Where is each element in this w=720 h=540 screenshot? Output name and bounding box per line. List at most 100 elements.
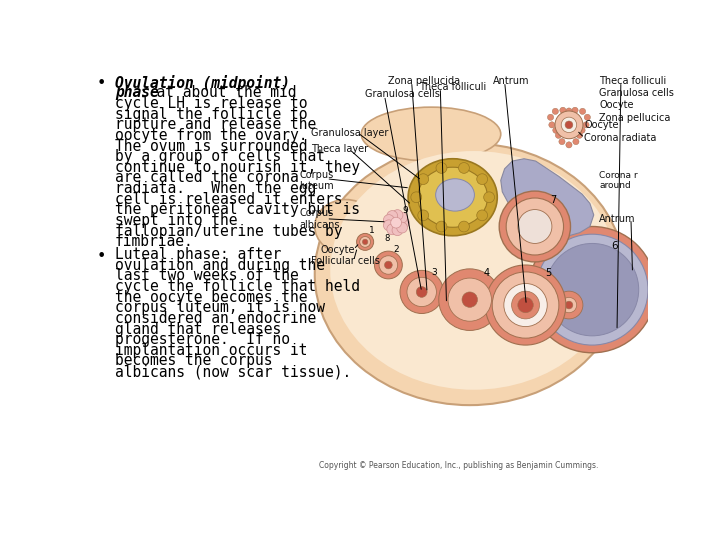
Circle shape	[448, 278, 492, 321]
Circle shape	[416, 287, 427, 298]
Circle shape	[583, 122, 589, 128]
Circle shape	[392, 225, 403, 235]
Ellipse shape	[330, 151, 617, 390]
Ellipse shape	[315, 200, 377, 253]
Text: are called the corona: are called the corona	[114, 171, 299, 185]
Text: fimbriae.: fimbriae.	[114, 234, 194, 249]
Ellipse shape	[436, 179, 474, 211]
Circle shape	[576, 132, 582, 138]
Circle shape	[436, 221, 447, 232]
Text: •: •	[97, 76, 107, 91]
Circle shape	[387, 211, 397, 221]
Circle shape	[436, 163, 447, 173]
Circle shape	[555, 132, 562, 138]
Circle shape	[484, 192, 495, 202]
Text: 1: 1	[369, 226, 374, 235]
Circle shape	[499, 191, 570, 262]
Text: continue to nourish it, they: continue to nourish it, they	[114, 160, 360, 175]
Polygon shape	[500, 159, 594, 236]
Circle shape	[477, 174, 487, 185]
Circle shape	[392, 210, 403, 220]
Circle shape	[572, 107, 578, 113]
Text: 6: 6	[611, 241, 618, 251]
Circle shape	[504, 284, 547, 327]
Text: phase: phase	[114, 85, 158, 100]
Circle shape	[580, 108, 585, 114]
Ellipse shape	[418, 167, 487, 227]
Text: •: •	[97, 249, 107, 264]
Text: fallopian/uterine tubes by: fallopian/uterine tubes by	[114, 224, 342, 239]
Text: Granulosa cells: Granulosa cells	[365, 90, 440, 99]
Text: by a group of cells that: by a group of cells that	[114, 149, 325, 164]
Circle shape	[584, 114, 590, 120]
Circle shape	[356, 233, 374, 251]
Circle shape	[387, 224, 397, 235]
Text: swept into the: swept into the	[114, 213, 238, 228]
Circle shape	[391, 217, 402, 228]
Text: Theca layer: Theca layer	[311, 145, 368, 154]
Circle shape	[384, 220, 395, 231]
Circle shape	[555, 111, 583, 139]
Text: 7: 7	[550, 195, 557, 205]
Ellipse shape	[408, 159, 498, 236]
Text: Zona pellucida: Zona pellucida	[388, 76, 461, 85]
Text: ovulation and during the: ovulation and during the	[114, 258, 325, 273]
Text: albicans (now scar tissue).: albicans (now scar tissue).	[114, 364, 351, 379]
Text: gland that releases: gland that releases	[114, 321, 281, 336]
Text: : at about the mid: : at about the mid	[139, 85, 297, 100]
Circle shape	[397, 212, 408, 223]
Circle shape	[400, 271, 444, 314]
Circle shape	[362, 239, 368, 245]
Circle shape	[561, 117, 577, 132]
Circle shape	[579, 127, 585, 133]
Circle shape	[418, 210, 428, 221]
Circle shape	[459, 221, 469, 232]
Circle shape	[536, 234, 648, 345]
Circle shape	[518, 210, 552, 244]
Circle shape	[565, 121, 573, 129]
Circle shape	[528, 226, 656, 353]
Circle shape	[438, 269, 500, 330]
Circle shape	[546, 244, 639, 336]
Text: Corpus
luteum: Corpus luteum	[300, 170, 334, 191]
Text: the oocyte becomes the: the oocyte becomes the	[114, 289, 307, 305]
Circle shape	[565, 301, 573, 309]
Text: oocyte from the ovary.: oocyte from the ovary.	[114, 128, 307, 143]
Text: Antrum: Antrum	[599, 214, 636, 224]
Text: Copyright © Pearson Education, Inc., publishing as Benjamin Cummings.: Copyright © Pearson Education, Inc., pub…	[319, 461, 598, 470]
Circle shape	[360, 237, 371, 247]
Ellipse shape	[361, 107, 500, 161]
Circle shape	[555, 291, 583, 319]
Text: Oocyte: Oocyte	[321, 245, 356, 254]
Circle shape	[566, 108, 572, 114]
Text: cell is released it enters: cell is released it enters	[114, 192, 342, 207]
Text: 5: 5	[545, 268, 552, 278]
Text: 8: 8	[384, 234, 390, 244]
Circle shape	[485, 265, 566, 345]
Text: 3: 3	[431, 267, 437, 276]
Text: corpus luteum, it is now: corpus luteum, it is now	[114, 300, 325, 315]
Text: last two weeks of the: last two weeks of the	[114, 268, 299, 284]
Circle shape	[418, 174, 428, 185]
Text: Oocyte: Oocyte	[599, 100, 634, 110]
Text: Corona radiata: Corona radiata	[585, 133, 657, 143]
Text: signal the follicle to: signal the follicle to	[114, 107, 307, 122]
Text: 9: 9	[402, 206, 408, 215]
Text: 4: 4	[484, 268, 490, 278]
Ellipse shape	[315, 143, 625, 405]
Text: the peritoneal cavity but is: the peritoneal cavity but is	[114, 202, 360, 217]
Circle shape	[379, 256, 397, 274]
Circle shape	[566, 142, 572, 148]
Text: implantation occurs it: implantation occurs it	[114, 343, 307, 358]
Circle shape	[559, 107, 566, 113]
Circle shape	[398, 217, 409, 228]
Text: Corona r
around: Corona r around	[599, 171, 638, 190]
Text: The ovum is surrounded: The ovum is surrounded	[114, 139, 307, 153]
Text: radiata.   When the egg: radiata. When the egg	[114, 181, 316, 196]
Text: Follicular cells: Follicular cells	[311, 256, 379, 266]
Circle shape	[518, 298, 534, 313]
Circle shape	[573, 139, 579, 145]
Text: Antrum: Antrum	[493, 76, 529, 85]
Text: progesterone.  If no: progesterone. If no	[114, 332, 289, 347]
Circle shape	[547, 114, 554, 120]
